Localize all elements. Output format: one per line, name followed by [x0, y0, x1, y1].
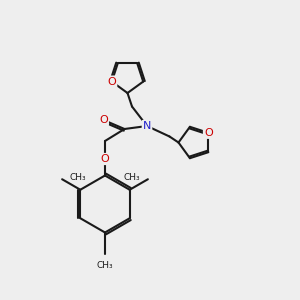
Text: O: O	[99, 115, 108, 125]
Text: CH₃: CH₃	[70, 173, 86, 182]
Text: O: O	[204, 128, 213, 138]
Text: O: O	[100, 154, 109, 164]
Text: CH₃: CH₃	[124, 173, 140, 182]
Text: CH₃: CH₃	[97, 261, 113, 270]
Text: N: N	[143, 121, 151, 131]
Text: O: O	[107, 76, 116, 87]
